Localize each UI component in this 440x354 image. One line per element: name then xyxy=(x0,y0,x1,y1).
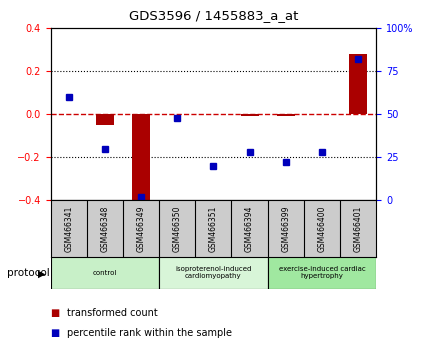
Text: ■: ■ xyxy=(51,308,60,318)
Text: GSM466341: GSM466341 xyxy=(64,205,73,252)
Text: GSM466400: GSM466400 xyxy=(317,205,326,252)
Text: isoproterenol-induced
cardiomyopathy: isoproterenol-induced cardiomyopathy xyxy=(175,266,252,279)
Text: GDS3596 / 1455883_a_at: GDS3596 / 1455883_a_at xyxy=(129,9,298,22)
Bar xyxy=(268,257,376,289)
Text: ▶: ▶ xyxy=(38,268,46,278)
Bar xyxy=(277,114,295,116)
Bar xyxy=(241,114,259,116)
Text: GSM466350: GSM466350 xyxy=(173,205,182,252)
Text: exercise-induced cardiac
hypertrophy: exercise-induced cardiac hypertrophy xyxy=(279,266,365,279)
Text: ■: ■ xyxy=(51,329,60,338)
Text: GSM466349: GSM466349 xyxy=(136,205,146,252)
Text: control: control xyxy=(93,270,117,275)
Text: GSM466399: GSM466399 xyxy=(281,205,290,252)
Text: percentile rank within the sample: percentile rank within the sample xyxy=(67,329,232,338)
Bar xyxy=(349,54,367,114)
Text: protocol: protocol xyxy=(7,268,49,278)
Text: GSM466351: GSM466351 xyxy=(209,205,218,252)
Text: GSM466401: GSM466401 xyxy=(354,205,363,252)
Bar xyxy=(159,257,268,289)
Text: GSM466394: GSM466394 xyxy=(245,205,254,252)
Text: transformed count: transformed count xyxy=(67,308,158,318)
Bar xyxy=(96,114,114,125)
Text: GSM466348: GSM466348 xyxy=(100,205,110,252)
Bar xyxy=(51,257,159,289)
Bar xyxy=(132,114,150,204)
